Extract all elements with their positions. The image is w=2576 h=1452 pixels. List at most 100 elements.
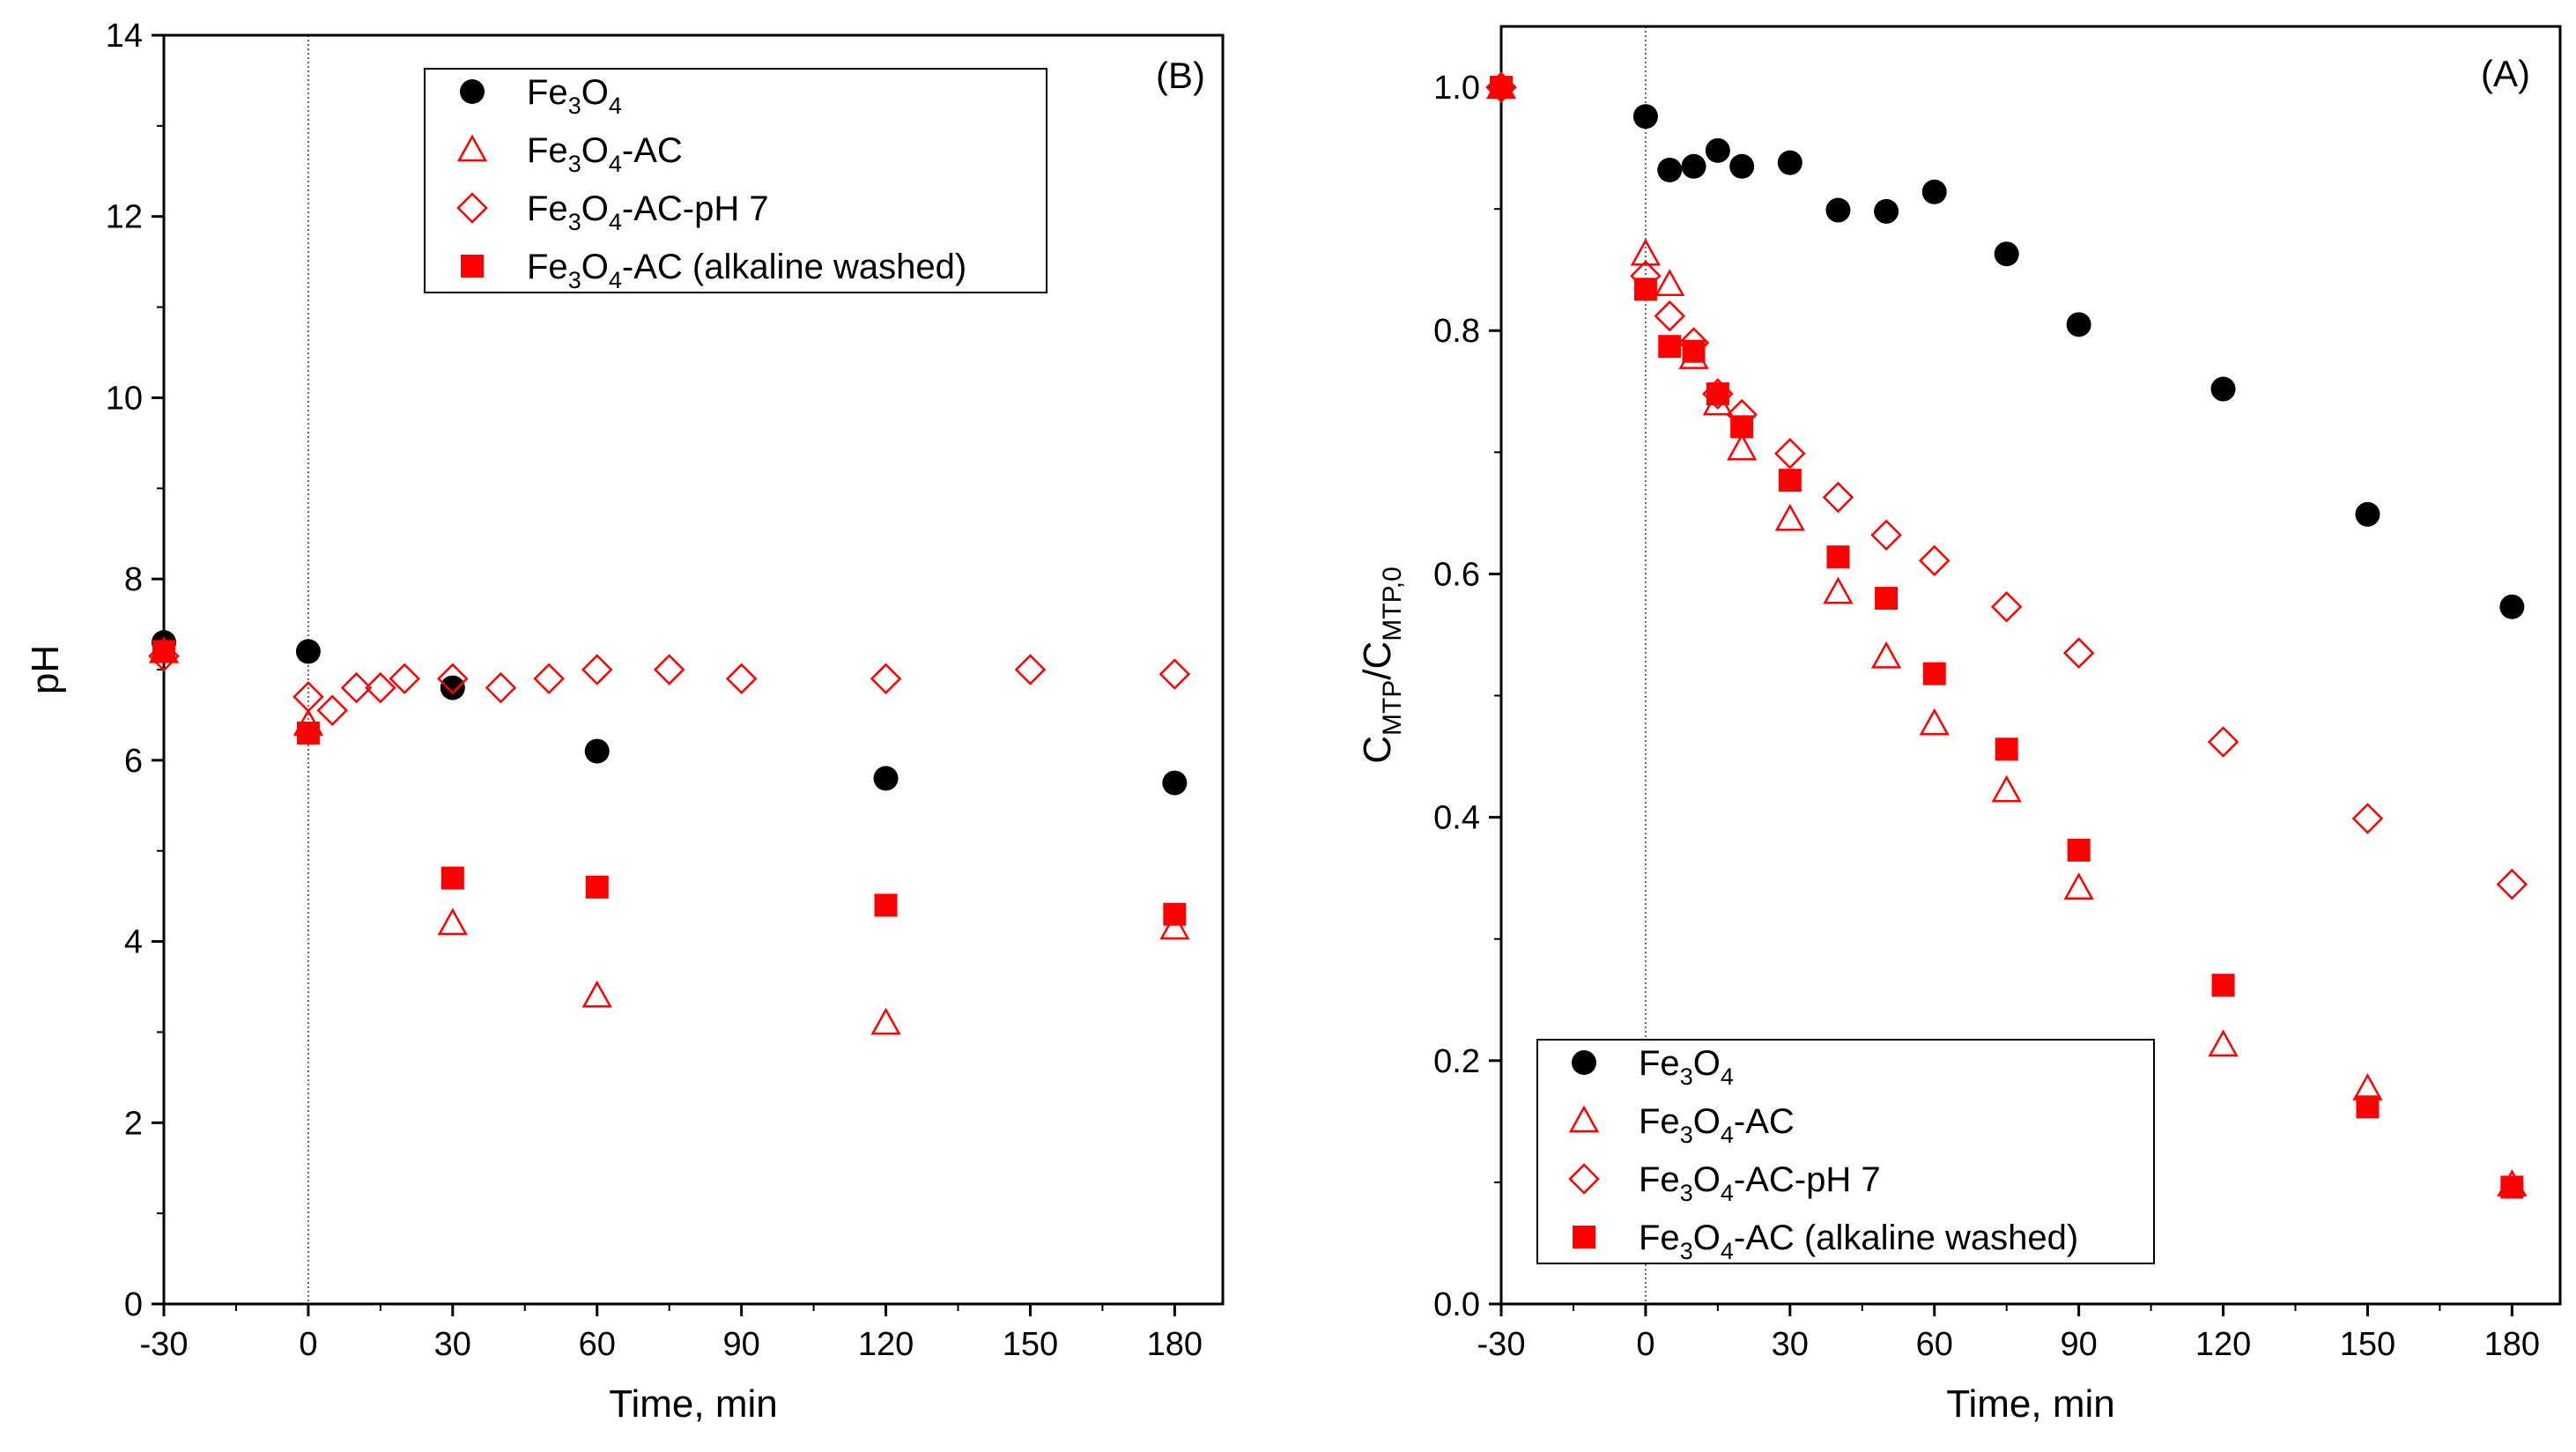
x-tick-label: 150 [1003, 1326, 1058, 1363]
data-point [1825, 197, 1851, 223]
label-text: -AC (alkaline washed) [622, 248, 966, 286]
data-point [2067, 838, 2091, 862]
x-tick-label: -30 [1477, 1326, 1526, 1363]
data-point [2351, 803, 2384, 834]
data-point [1633, 278, 1657, 301]
label-subscript: 3 [568, 209, 581, 235]
x-tick-label: 120 [858, 1326, 914, 1363]
x-tick-label: 90 [722, 1326, 759, 1363]
data-point [653, 654, 685, 685]
data-point [1490, 76, 1513, 100]
data-point [2207, 726, 2239, 758]
label-subscript: 3 [568, 151, 581, 177]
panel-label: (A) [2481, 53, 2530, 94]
data-point [1727, 433, 1758, 461]
series-open-diamond [1485, 71, 2528, 900]
legend-marker [1568, 1163, 1600, 1195]
y-tick-label: 8 [124, 561, 143, 598]
data-point [365, 671, 396, 704]
label-text: O [1693, 1044, 1721, 1083]
series-filled-square [1490, 76, 2524, 1199]
data-point [1991, 774, 2022, 803]
y-tick-label: 12 [106, 199, 143, 236]
label-text: C [1356, 736, 1399, 764]
label-subscript: 3 [1680, 1122, 1693, 1148]
data-point [1014, 654, 1047, 685]
x-tick-label: 180 [1147, 1326, 1203, 1363]
label-subscript: 4 [609, 151, 622, 177]
data-point [292, 681, 324, 713]
data-point [1870, 519, 1902, 552]
x-axis-label: Time, min [1946, 1382, 2115, 1426]
y-tick-label: 6 [124, 743, 143, 780]
y-axis-label: pH [24, 645, 67, 694]
y-tick-label: 1.0 [1433, 70, 1480, 107]
label-subscript: 4 [1721, 1063, 1734, 1090]
data-point [1654, 300, 1685, 332]
y-tick-label: 0.6 [1433, 556, 1480, 593]
data-point [2062, 637, 2095, 669]
data-point [1730, 415, 1754, 439]
data-point [581, 980, 612, 1008]
data-point [2500, 1175, 2524, 1199]
label-text: -AC (alkaline washed) [1734, 1219, 2078, 1257]
data-point [2066, 312, 2091, 337]
y-tick-label: 14 [106, 18, 143, 55]
legend-marker [460, 79, 485, 104]
data-point [440, 866, 464, 890]
panel-label: (B) [1156, 55, 1205, 96]
label-subscript: MTP [1378, 680, 1407, 736]
x-tick-label: -30 [140, 1326, 189, 1363]
data-point [870, 1007, 901, 1035]
label-subscript: 3 [1680, 1063, 1693, 1090]
label-text: -AC-pH 7 [1734, 1160, 1881, 1199]
legend-marker [456, 192, 488, 224]
label-text: -AC [622, 131, 683, 170]
data-point [1826, 545, 1850, 569]
data-point [1777, 150, 1802, 175]
data-point [340, 671, 373, 704]
label-text: Fe [1639, 1160, 1680, 1199]
x-tick-label: 150 [2340, 1326, 2395, 1363]
data-point [316, 694, 348, 727]
label-subscript: 4 [1721, 1238, 1734, 1264]
data-point [2356, 1095, 2380, 1119]
data-point [1918, 544, 1951, 577]
label-text: -AC [1734, 1102, 1795, 1141]
legend-marker [1568, 1105, 1600, 1133]
legend-marker [456, 134, 488, 162]
data-point [1657, 157, 1683, 182]
label-text: O [1693, 1102, 1721, 1141]
data-point [1922, 662, 1946, 685]
y-tick-label: 10 [106, 380, 143, 417]
data-point [870, 663, 902, 695]
label-text: O [1693, 1219, 1721, 1257]
data-point [1995, 737, 2018, 761]
data-point [1654, 269, 1685, 297]
label-text: Fe [527, 248, 568, 286]
data-point [874, 893, 898, 917]
data-point [1822, 481, 1854, 514]
legend-entry: Fe3O4-AC (alkaline washed) [527, 248, 966, 293]
legend-box [424, 68, 1047, 293]
data-point [585, 875, 609, 899]
data-point [1778, 469, 1802, 493]
data-point [1874, 198, 1899, 224]
x-axis-label: Time, min [609, 1382, 778, 1426]
x-tick-label: 0 [1636, 1326, 1654, 1363]
data-point [437, 908, 468, 936]
label-subscript: MTP,0 [1378, 567, 1407, 641]
data-point [2499, 594, 2525, 619]
label-text: O [1693, 1160, 1721, 1199]
legend-marker [1572, 1050, 1596, 1075]
label-subscript: 4 [609, 93, 622, 119]
y-tick-label: 0.2 [1433, 1043, 1480, 1080]
x-tick-label: 180 [2484, 1326, 2540, 1363]
plot-frame [1499, 25, 2562, 1306]
legend-marker [1573, 1226, 1595, 1248]
legend-box [1536, 1039, 2155, 1264]
label-subscript: 4 [1721, 1122, 1734, 1148]
